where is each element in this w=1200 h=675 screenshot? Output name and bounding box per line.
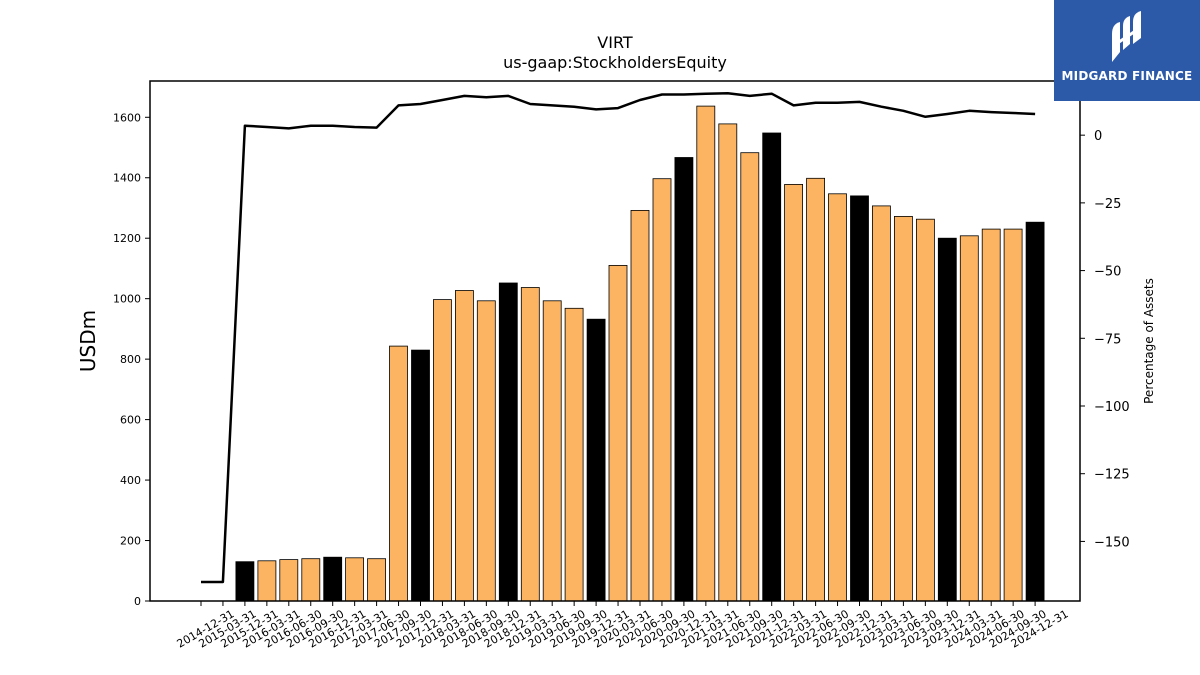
- brand-logo: MIDGARD FINANCE: [1054, 0, 1200, 101]
- bar-2016-09-30: [301, 558, 321, 602]
- bar-2021-12-31: [762, 132, 782, 602]
- bar-2022-03-31: [784, 183, 803, 602]
- bar-2020-09-30: [652, 178, 672, 602]
- bar-2017-06-30: [367, 558, 387, 602]
- bar-2018-03-31: [432, 299, 452, 602]
- bar-2018-06-30: [454, 290, 474, 602]
- bar-2024-09-30: [1003, 228, 1023, 602]
- y-tick-label: 1400: [113, 172, 141, 185]
- bar-2023-09-30: [916, 218, 935, 602]
- bar-2016-06-30: [279, 559, 299, 602]
- y-tick-label: 600: [120, 414, 141, 427]
- bar-2016-12-31: [323, 556, 343, 602]
- percentage-line-series: [201, 91, 1036, 584]
- bar-2019-09-30: [564, 307, 584, 602]
- bar-2017-03-31: [345, 557, 365, 602]
- bar-2019-12-31: [586, 318, 606, 602]
- bar-2021-03-31: [696, 105, 716, 602]
- y-axis-label: USDm: [76, 310, 100, 372]
- bar-2023-06-30: [894, 215, 913, 602]
- y-tick-label: 0: [134, 595, 141, 608]
- x-axis: 2014-12-312015-03-312015-12-312016-03-31…: [175, 601, 1071, 651]
- bar-2020-03-31: [608, 264, 628, 602]
- y2-tick-label: −150: [1094, 535, 1130, 550]
- bar-2024-03-31: [959, 235, 979, 602]
- bar-2020-06-30: [630, 209, 650, 602]
- bar-2024-12-31: [1025, 221, 1045, 602]
- y-tick-label: 1000: [113, 293, 141, 306]
- plot-frame: [149, 80, 1081, 602]
- bar-2019-06-30: [542, 300, 562, 602]
- y-axis-right: 0 −25 −50 −75 −100 −125 −150: [1080, 129, 1130, 550]
- bar-2018-09-30: [476, 300, 496, 602]
- bar-2016-03-31: [257, 560, 277, 602]
- bar-2022-06-30: [806, 177, 825, 602]
- y2-axis-label: Percentage of Assets: [1142, 278, 1156, 404]
- y2-tick-label: −50: [1094, 265, 1121, 280]
- y-tick-label: 200: [120, 535, 141, 548]
- bar-series: [235, 105, 1045, 602]
- y-tick-label: 1600: [113, 111, 141, 124]
- bar-2022-09-30: [828, 193, 847, 602]
- chart-title: VIRT: [597, 33, 633, 52]
- y2-tick-label: −100: [1094, 400, 1130, 415]
- y2-tick-label: −75: [1094, 332, 1121, 347]
- y-tick-label: 1200: [113, 232, 141, 245]
- y-tick-label: 400: [120, 474, 141, 487]
- y2-tick-label: −25: [1094, 197, 1121, 212]
- bar-2023-03-31: [872, 205, 891, 602]
- y2-tick-label: 0: [1094, 129, 1102, 144]
- midgard-logo-icon: [1112, 11, 1141, 62]
- y-axis-left: 0 200 400 600 800 1000 1200 1400 1600: [113, 111, 150, 608]
- bar-2018-12-31: [498, 282, 518, 602]
- bar-2024-06-30: [981, 228, 1001, 602]
- chart-subtitle: us-gaap:StockholdersEquity: [503, 53, 727, 72]
- bar-2021-06-30: [718, 123, 738, 602]
- y2-tick-label: −125: [1094, 468, 1130, 483]
- y-tick-label: 800: [120, 353, 141, 366]
- bar-2015-12-31: [235, 561, 255, 602]
- bar-2021-09-30: [740, 152, 760, 602]
- bar-2017-12-31: [411, 349, 430, 602]
- bar-2017-09-30: [389, 345, 408, 602]
- brand-name: MIDGARD FINANCE: [1061, 69, 1193, 83]
- bar-2019-03-31: [520, 287, 540, 602]
- bar-2020-12-31: [674, 157, 694, 602]
- percentage-line: [201, 91, 1036, 584]
- bar-2022-12-31: [850, 195, 869, 602]
- bar-2023-12-31: [937, 237, 957, 602]
